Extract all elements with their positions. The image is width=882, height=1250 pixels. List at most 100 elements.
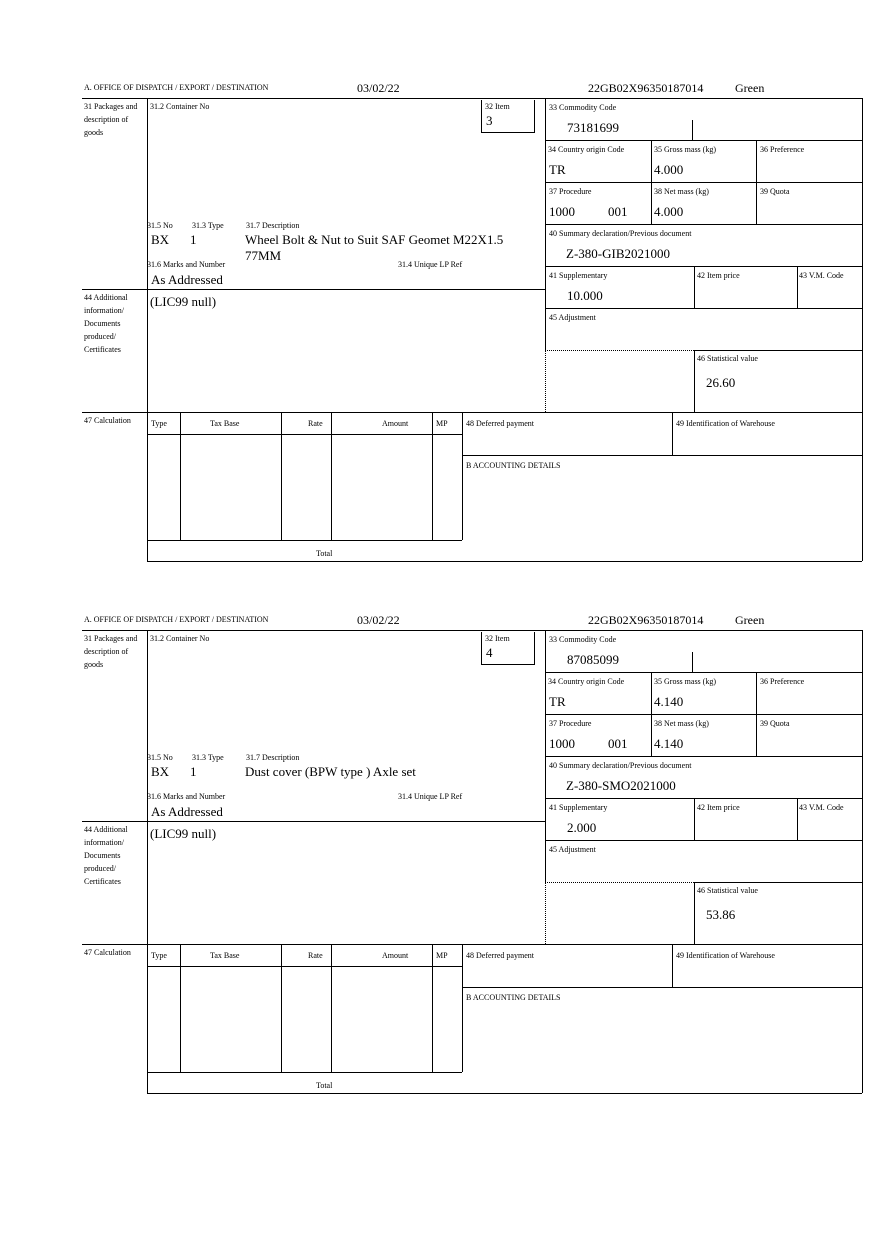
goods-description: Wheel Bolt & Nut to Suit SAF Geomet M22X… — [245, 232, 504, 247]
divider — [756, 672, 757, 756]
container-label: 31.2 Container No — [150, 102, 210, 111]
divider — [694, 350, 695, 412]
divider — [462, 455, 862, 456]
goods-description: Dust cover (BPW type ) Axle set — [245, 764, 416, 779]
declaration-date: 03/02/22 — [357, 613, 400, 627]
divider — [82, 821, 545, 822]
route-status: Green — [735, 613, 765, 627]
quota-label: 39 Quota — [760, 719, 790, 728]
declaration-item-form: A. OFFICE OF DISPATCH / EXPORT / DESTINA… — [0, 610, 882, 1100]
divider — [545, 714, 862, 715]
divider — [180, 944, 181, 1072]
divider — [545, 840, 862, 841]
supplementary-label: 41 Supplementary — [549, 803, 608, 812]
divider — [862, 98, 863, 561]
summary-label: 40 Summary declaration/Previous document — [549, 761, 692, 770]
divider — [147, 434, 462, 435]
commodity-code: 73181699 — [567, 120, 619, 135]
package-kind: BX — [151, 764, 170, 779]
divider — [862, 630, 863, 1093]
divider — [331, 412, 332, 540]
divider — [281, 412, 282, 540]
procedure-code: 1000 — [549, 736, 575, 751]
goods-description-cont: 77MM — [245, 248, 282, 263]
previous-document: Z-380-GIB2021000 — [566, 246, 670, 261]
marks-label: 31.6 Marks and Number — [147, 792, 226, 801]
divider — [545, 224, 862, 225]
divider — [432, 412, 433, 540]
declaration-date: 03/02/22 — [357, 81, 400, 95]
box44-label: 44 Additional information/ Documents pro… — [84, 293, 128, 354]
package-count: 1 — [190, 764, 197, 779]
item-label: 32 Item — [485, 634, 510, 643]
box44-label: 44 Additional information/ Documents pro… — [84, 825, 128, 886]
divider — [331, 944, 332, 1072]
divider — [651, 140, 652, 224]
office-heading: A. OFFICE OF DISPATCH / EXPORT / DESTINA… — [84, 615, 269, 624]
col-type: Type — [151, 951, 167, 960]
statistical-value: 53.86 — [706, 907, 736, 922]
supplementary-value: 10.000 — [567, 288, 603, 303]
quota-label: 39 Quota — [760, 187, 790, 196]
item-number: 3 — [486, 113, 493, 128]
net-label: 38 Net mass (kg) — [654, 187, 709, 196]
commodity-code: 87085099 — [567, 652, 619, 667]
divider — [545, 672, 862, 673]
procedure-label: 37 Procedure — [549, 719, 592, 728]
package-kind: BX — [151, 232, 170, 247]
divider — [545, 350, 694, 351]
statistical-label: 46 Statistical value — [697, 886, 758, 895]
commodity-label: 33 Commodity Code — [549, 635, 617, 644]
divider — [692, 120, 693, 140]
price-label: 42 Item price — [697, 803, 740, 812]
statistical-label: 46 Statistical value — [697, 354, 758, 363]
marks-value: As Addressed — [151, 804, 223, 819]
divider — [672, 412, 673, 455]
divider — [147, 966, 462, 967]
procedure-additional: 001 — [608, 736, 628, 751]
procedure-label: 37 Procedure — [549, 187, 592, 196]
divider — [82, 98, 862, 99]
supplementary-value: 2.000 — [567, 820, 597, 835]
net-label: 38 Net mass (kg) — [654, 719, 709, 728]
gross-label: 35 Gross mass (kg) — [654, 145, 716, 154]
procedure-code: 1000 — [549, 204, 575, 219]
supplementary-label: 41 Supplementary — [549, 271, 608, 280]
item-number: 4 — [486, 645, 493, 660]
accounting-label: B ACCOUNTING DETAILS — [466, 461, 561, 470]
divider — [432, 944, 433, 1072]
origin-label: 34 Country origin Code — [548, 677, 625, 686]
col-tax-base: Tax Base — [210, 951, 240, 960]
net-mass: 4.000 — [654, 204, 684, 219]
col-rate: Rate — [308, 419, 323, 428]
divider — [651, 672, 652, 756]
divider — [694, 798, 695, 840]
item-number-box — [481, 100, 535, 133]
divider — [545, 350, 546, 412]
box31-label: 31 Packages and description of goods — [84, 634, 138, 669]
divider — [694, 882, 862, 883]
divider — [147, 1093, 862, 1094]
divider — [797, 266, 798, 308]
col-tax-base: Tax Base — [210, 419, 240, 428]
gross-mass: 4.140 — [654, 694, 684, 709]
summary-label: 40 Summary declaration/Previous document — [549, 229, 692, 238]
col-amount: Amount — [382, 419, 409, 428]
net-mass: 4.140 — [654, 736, 684, 751]
divider — [147, 561, 862, 562]
unique-ref-label: 31.4 Unique LP Ref — [398, 792, 463, 801]
divider — [694, 350, 862, 351]
divider — [756, 140, 757, 224]
declaration-reference: 22GB02X96350187014 — [588, 613, 704, 627]
commodity-label: 33 Commodity Code — [549, 103, 617, 112]
declaration-reference: 22GB02X96350187014 — [588, 81, 704, 95]
description-label: 31.7 Description — [246, 221, 300, 230]
divider — [180, 412, 181, 540]
divider — [545, 882, 546, 944]
col-amount: Amount — [382, 951, 409, 960]
divider — [281, 944, 282, 1072]
procedure-additional: 001 — [608, 204, 628, 219]
vm-label: 43 V.M. Code — [799, 271, 844, 280]
divider — [147, 1072, 462, 1073]
col-mp: MP — [436, 951, 448, 960]
